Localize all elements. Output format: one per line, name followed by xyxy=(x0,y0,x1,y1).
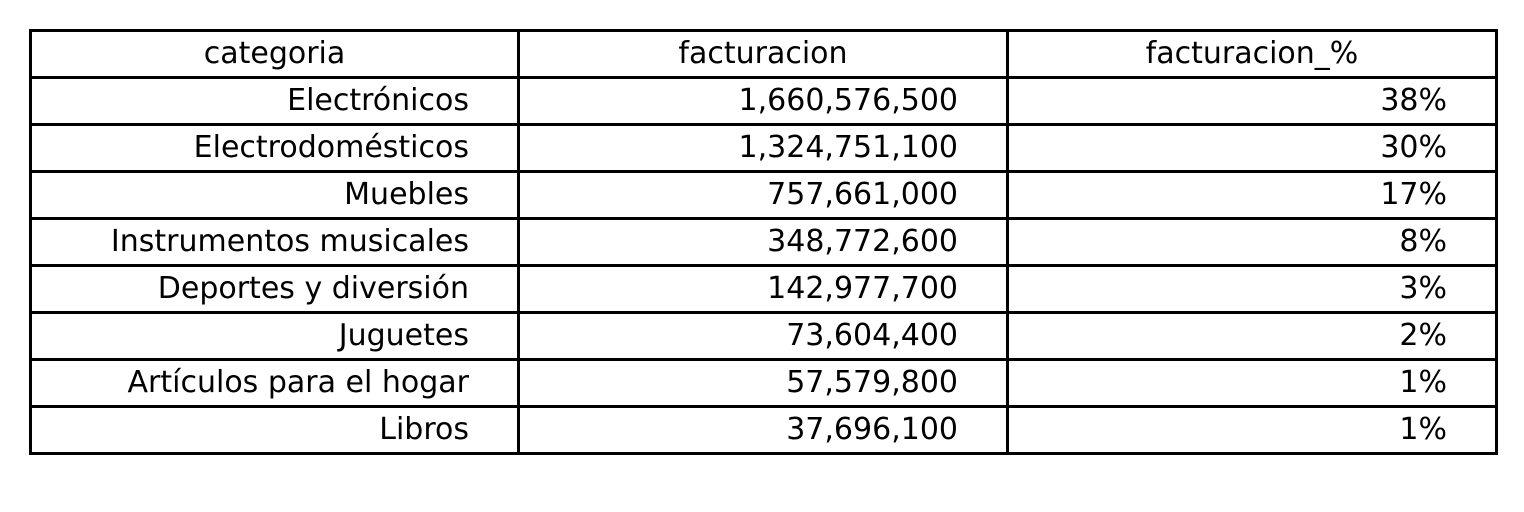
table-row: Electrodomésticos 1,324,751,100 30% xyxy=(29,123,1498,173)
cell-categoria: Muebles xyxy=(29,170,520,220)
cell-facturacion: 37,696,100 xyxy=(517,405,1009,455)
cell-facturacion-pct: 30% xyxy=(1006,123,1498,173)
table-row: Electrónicos 1,660,576,500 38% xyxy=(29,76,1498,126)
data-table-container: categoria facturacion facturacion_% Electr… xyxy=(29,29,1498,455)
cell-categoria: Deportes y diversión xyxy=(29,264,520,314)
cell-facturacion-pct: 17% xyxy=(1006,170,1498,220)
table-row: Artículos para el hogar 57,579,800 1% xyxy=(29,358,1498,408)
table-row: Instrumentos musicales 348,772,600 8% xyxy=(29,217,1498,267)
cell-facturacion-pct: 8% xyxy=(1006,217,1498,267)
cell-categoria: Instrumentos musicales xyxy=(29,217,520,267)
cell-categoria: Juguetes xyxy=(29,311,520,361)
cell-facturacion: 57,579,800 xyxy=(517,358,1009,408)
column-header-facturacion-pct: facturacion_% xyxy=(1006,29,1498,79)
column-header-facturacion: facturacion xyxy=(517,29,1009,79)
cell-facturacion-pct: 1% xyxy=(1006,358,1498,408)
cell-categoria: Artículos para el hogar xyxy=(29,358,520,408)
cell-facturacion-pct: 2% xyxy=(1006,311,1498,361)
cell-facturacion: 142,977,700 xyxy=(517,264,1009,314)
cell-facturacion: 1,324,751,100 xyxy=(517,123,1009,173)
table-header-row: categoria facturacion facturacion_% xyxy=(29,29,1498,79)
cell-facturacion: 1,660,576,500 xyxy=(517,76,1009,126)
cell-categoria: Electrodomésticos xyxy=(29,123,520,173)
table-row: Libros 37,696,100 1% xyxy=(29,405,1498,455)
cell-facturacion-pct: 3% xyxy=(1006,264,1498,314)
cell-facturacion: 73,604,400 xyxy=(517,311,1009,361)
table-row: Juguetes 73,604,400 2% xyxy=(29,311,1498,361)
column-header-categoria: categoria xyxy=(29,29,520,79)
table-row: Deportes y diversión 142,977,700 3% xyxy=(29,264,1498,314)
cell-facturacion: 348,772,600 xyxy=(517,217,1009,267)
cell-facturacion: 757,661,000 xyxy=(517,170,1009,220)
cell-facturacion-pct: 1% xyxy=(1006,405,1498,455)
table-body: Electrónicos 1,660,576,500 38% Electrodomés… xyxy=(29,76,1498,455)
cell-categoria: Electrónicos xyxy=(29,76,520,126)
table-row: Muebles 757,661,000 17% xyxy=(29,170,1498,220)
cell-categoria: Libros xyxy=(29,405,520,455)
data-table: categoria facturacion facturacion_% Electr… xyxy=(29,29,1498,455)
cell-facturacion-pct: 38% xyxy=(1006,76,1498,126)
